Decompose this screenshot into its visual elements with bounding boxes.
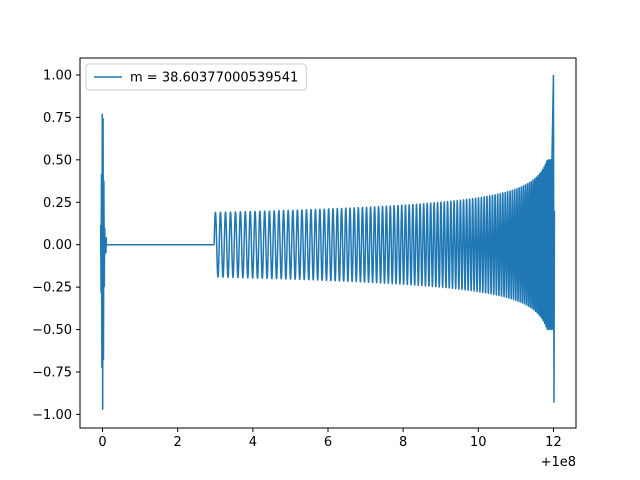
legend-label: m = 38.60377000539541 — [130, 71, 298, 86]
y-tick-label: 0.75 — [43, 111, 72, 126]
y-axis: 1.00 0.75 0.50 0.25 0.00 −0.25 −0.50 −0.75 −1.00 — [32, 68, 80, 423]
x-tick-label: 6 — [324, 435, 332, 450]
y-tick-label: 1.00 — [43, 68, 72, 83]
y-tick-label: −1.00 — [32, 408, 72, 423]
x-tick-label: 12 — [545, 435, 562, 450]
y-tick-label: 0.50 — [43, 153, 72, 168]
plot-area — [99, 74, 556, 410]
x-tick-label: 10 — [470, 435, 487, 450]
y-tick-label: 0.25 — [43, 196, 72, 211]
series-burst-line — [99, 113, 108, 410]
legend: m = 38.60377000539541 — [85, 63, 307, 91]
x-tick-label: 0 — [98, 435, 106, 450]
x-tick-label: 4 — [249, 435, 257, 450]
y-tick-label: 0.00 — [43, 238, 72, 253]
series-merger-spike — [551, 74, 556, 403]
y-tick-label: −0.25 — [32, 281, 72, 296]
y-tick-label: −0.75 — [32, 365, 72, 380]
y-tick-label: −0.50 — [32, 323, 72, 338]
x-axis: 0 2 4 6 8 10 12 — [98, 428, 562, 450]
x-tick-label: 8 — [399, 435, 407, 450]
series-chirp-line — [213, 159, 555, 331]
x-tick-label: 2 — [174, 435, 182, 450]
legend-box — [85, 63, 307, 91]
x-axis-offset-label: +1e8 — [541, 455, 576, 470]
